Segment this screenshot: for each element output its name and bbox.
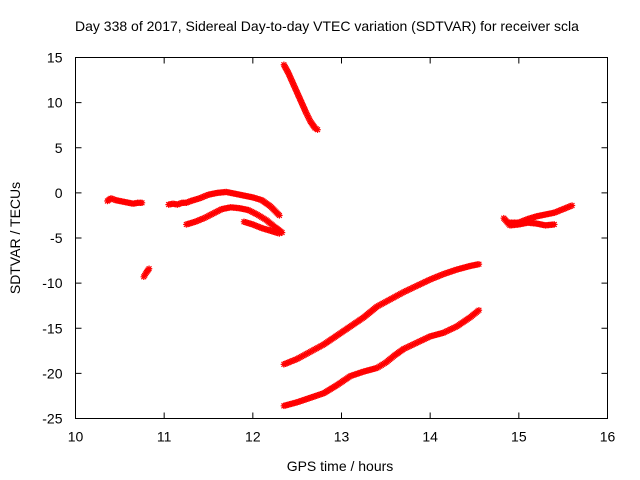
chart-title: Day 338 of 2017, Sidereal Day-to-day VTE…: [75, 18, 579, 34]
y-tick-label: 0: [55, 185, 63, 201]
data-point: [551, 221, 558, 228]
x-tick-label: 10: [68, 429, 84, 445]
data-point: [314, 126, 321, 133]
x-tick-label: 16: [600, 429, 616, 445]
x-axis: 10 11 12 13 14 15 16: [68, 57, 616, 445]
plot-frame: [75, 57, 608, 419]
y-tick-label: -15: [42, 320, 62, 336]
y-tick-label: 5: [55, 140, 63, 156]
data-point: [138, 199, 146, 207]
y-tick-label: -25: [42, 411, 62, 427]
x-axis-label: GPS time / hours: [287, 458, 394, 474]
data-point: [475, 260, 483, 268]
y-tick-label: -5: [50, 230, 63, 246]
x-tick-label: 14: [422, 429, 438, 445]
y-tick-label: 15: [47, 50, 63, 66]
data-point: [475, 307, 483, 314]
plot-points: [104, 61, 576, 410]
data-point: [276, 230, 283, 237]
y-axis: 15 10 5 0 -5 -10 -15 -20 -25: [42, 50, 608, 427]
x-tick-label: 12: [245, 429, 261, 445]
y-axis-label: SDTVAR / TECUs: [7, 182, 23, 294]
y-tick-label: -20: [42, 365, 62, 381]
data-point: [145, 265, 153, 272]
x-tick-label: 13: [334, 429, 350, 445]
x-tick-label: 11: [157, 429, 172, 445]
y-tick-label: 10: [47, 95, 63, 111]
x-tick-label: 15: [511, 429, 527, 445]
y-tick-label: -10: [42, 275, 62, 291]
data-point: [568, 202, 576, 209]
data-point: [276, 212, 283, 219]
